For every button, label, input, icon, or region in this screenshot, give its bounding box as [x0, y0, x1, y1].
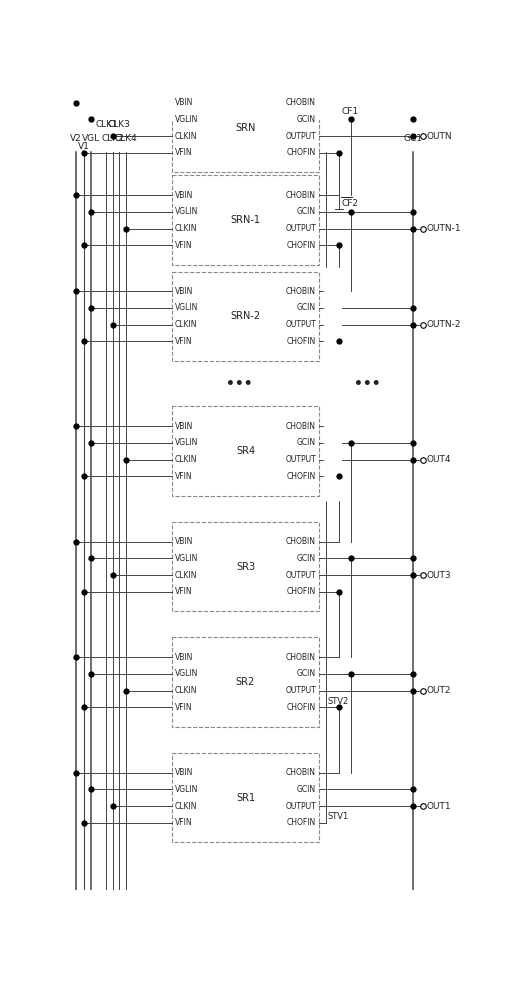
Text: VGLIN: VGLIN: [175, 669, 198, 678]
Text: GCIN: GCIN: [297, 554, 316, 563]
Text: VGLIN: VGLIN: [175, 438, 198, 447]
Text: SRN-2: SRN-2: [230, 311, 261, 321]
Text: CHOBIN: CHOBIN: [286, 98, 316, 107]
Text: OUTPUT: OUTPUT: [285, 455, 316, 464]
Text: CHOFIN: CHOFIN: [287, 587, 316, 596]
Text: OUTPUT: OUTPUT: [285, 320, 316, 329]
Text: VGLIN: VGLIN: [175, 115, 198, 124]
Text: OUT1: OUT1: [427, 802, 451, 811]
Text: VBIN: VBIN: [175, 768, 193, 777]
Text: VGLIN: VGLIN: [175, 785, 198, 794]
Text: CHOBIN: CHOBIN: [286, 653, 316, 662]
Text: SR2: SR2: [236, 677, 255, 687]
Text: VBIN: VBIN: [175, 537, 193, 546]
Text: OUT4: OUT4: [427, 455, 451, 464]
FancyBboxPatch shape: [172, 753, 319, 842]
Text: CHOFIN: CHOFIN: [287, 703, 316, 712]
Text: V2: V2: [70, 134, 82, 143]
Text: STV1: STV1: [328, 812, 349, 821]
Text: SRN-1: SRN-1: [230, 215, 261, 225]
Text: STV2: STV2: [328, 697, 349, 706]
Text: VBIN: VBIN: [175, 653, 193, 662]
FancyBboxPatch shape: [172, 637, 319, 727]
Text: CLKIN: CLKIN: [175, 802, 197, 811]
FancyBboxPatch shape: [172, 175, 319, 265]
Text: VFIN: VFIN: [175, 337, 193, 346]
Text: VFIN: VFIN: [175, 703, 193, 712]
Text: OUTPUT: OUTPUT: [285, 571, 316, 580]
Text: OUTPUT: OUTPUT: [285, 686, 316, 695]
Text: CHOBIN: CHOBIN: [286, 191, 316, 200]
Text: VFIN: VFIN: [175, 818, 193, 827]
Text: GCIN: GCIN: [297, 303, 316, 312]
Text: V1: V1: [78, 142, 90, 151]
Text: VFIN: VFIN: [175, 148, 193, 157]
FancyBboxPatch shape: [172, 272, 319, 361]
Text: CLKIN: CLKIN: [175, 455, 197, 464]
Text: SR3: SR3: [236, 562, 255, 572]
Text: CLKIN: CLKIN: [175, 132, 197, 141]
Text: CLKIN: CLKIN: [175, 224, 197, 233]
Text: OUTN: OUTN: [427, 132, 452, 141]
Text: OUTN-2: OUTN-2: [427, 320, 461, 329]
Text: SR1: SR1: [236, 793, 255, 803]
Text: CHOBIN: CHOBIN: [286, 422, 316, 431]
Text: CLKIN: CLKIN: [175, 686, 197, 695]
Text: VGLIN: VGLIN: [175, 554, 198, 563]
Text: CLK1: CLK1: [95, 120, 118, 129]
Text: CHOFIN: CHOFIN: [287, 472, 316, 481]
Text: CLKIN: CLKIN: [175, 571, 197, 580]
Text: SRN: SRN: [235, 123, 255, 133]
Text: VGL: VGL: [82, 134, 100, 143]
FancyBboxPatch shape: [172, 406, 319, 496]
Text: CHOFIN: CHOFIN: [287, 241, 316, 250]
Text: GCIN: GCIN: [297, 207, 316, 216]
Text: CLK2: CLK2: [101, 134, 124, 143]
Text: GC1: GC1: [403, 134, 423, 143]
Text: VFIN: VFIN: [175, 587, 193, 596]
Text: GCIN: GCIN: [297, 669, 316, 678]
Text: GCIN: GCIN: [297, 785, 316, 794]
Text: CLKIN: CLKIN: [175, 320, 197, 329]
Text: VFIN: VFIN: [175, 241, 193, 250]
Text: VGLIN: VGLIN: [175, 207, 198, 216]
Text: VFIN: VFIN: [175, 472, 193, 481]
Text: •••: •••: [354, 377, 380, 391]
Text: VBIN: VBIN: [175, 422, 193, 431]
Text: CHOFIN: CHOFIN: [287, 818, 316, 827]
FancyBboxPatch shape: [172, 83, 319, 172]
Text: OUTN-1: OUTN-1: [427, 224, 461, 233]
Text: CLK3: CLK3: [108, 120, 131, 129]
Text: CHOBIN: CHOBIN: [286, 768, 316, 777]
Text: OUTPUT: OUTPUT: [285, 224, 316, 233]
Text: SR4: SR4: [236, 446, 255, 456]
Text: CF1: CF1: [341, 107, 359, 116]
Text: •••: •••: [226, 377, 253, 391]
Text: VGLIN: VGLIN: [175, 303, 198, 312]
Text: OUT2: OUT2: [427, 686, 451, 695]
Text: CF2: CF2: [341, 199, 358, 208]
Text: CHOFIN: CHOFIN: [287, 148, 316, 157]
Text: CHOBIN: CHOBIN: [286, 287, 316, 296]
Text: GCIN: GCIN: [297, 438, 316, 447]
Text: CHOFIN: CHOFIN: [287, 337, 316, 346]
Text: CHOBIN: CHOBIN: [286, 537, 316, 546]
Text: VBIN: VBIN: [175, 191, 193, 200]
Text: GCIN: GCIN: [297, 115, 316, 124]
Text: VBIN: VBIN: [175, 98, 193, 107]
Text: OUTPUT: OUTPUT: [285, 132, 316, 141]
Text: VBIN: VBIN: [175, 287, 193, 296]
Text: OUTPUT: OUTPUT: [285, 802, 316, 811]
Text: CLK4: CLK4: [115, 134, 137, 143]
FancyBboxPatch shape: [172, 522, 319, 611]
Text: OUT3: OUT3: [427, 571, 451, 580]
